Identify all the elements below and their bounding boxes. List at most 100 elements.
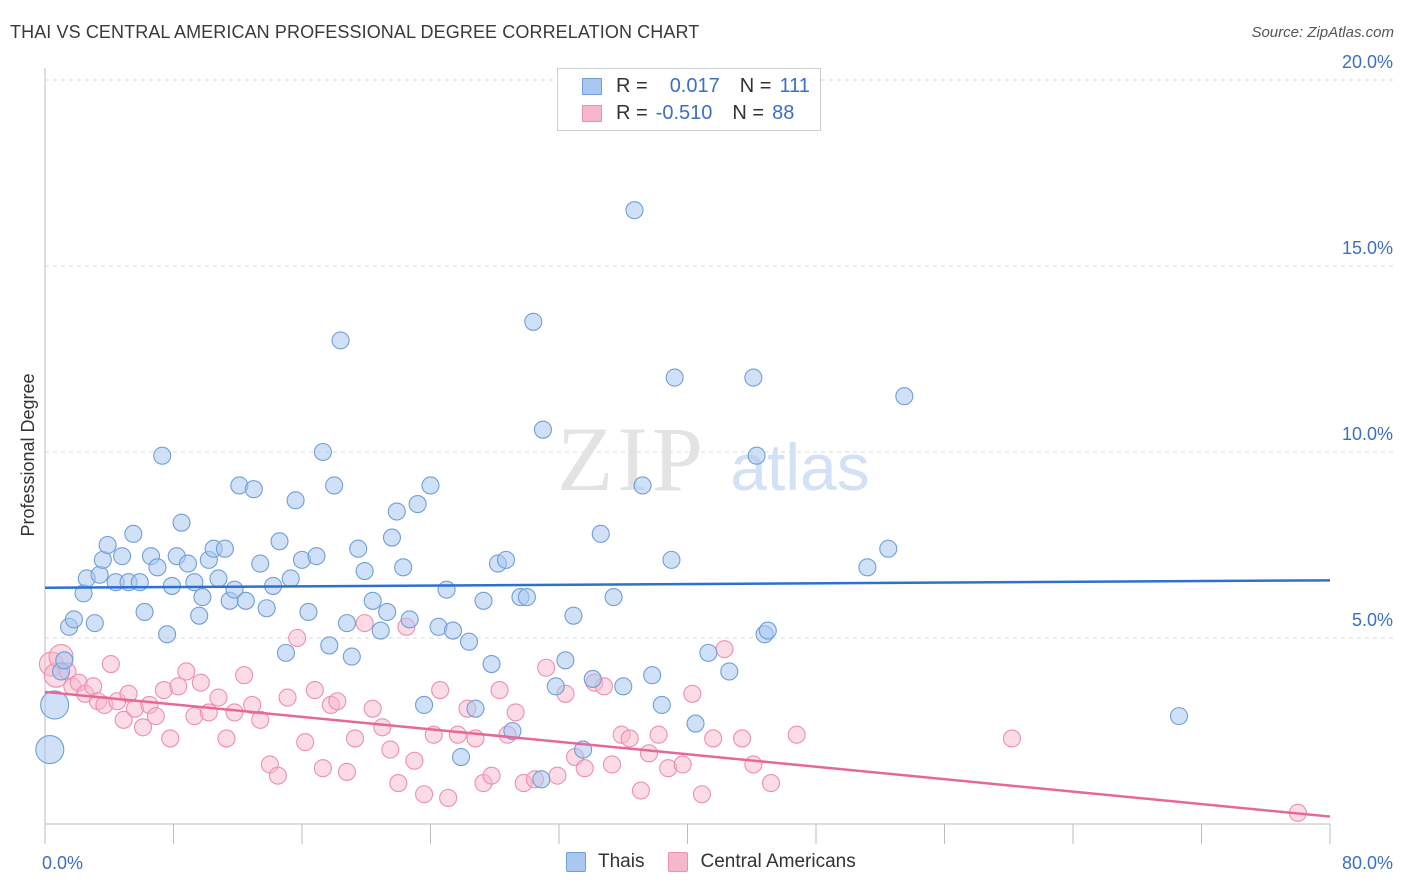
- central-american-trend-line: [44, 690, 1331, 818]
- chart-title: THAI VS CENTRAL AMERICAN PROFESSIONAL DE…: [10, 22, 700, 42]
- thai-point: [652, 695, 671, 715]
- thai-point: [244, 480, 263, 499]
- central-american-point: [405, 751, 424, 770]
- thai-point: [517, 588, 536, 607]
- legend-item-thais[interactable]: Thais: [566, 851, 644, 873]
- legend-swatch-central: [582, 104, 602, 122]
- thai-point: [153, 446, 172, 465]
- thai-point: [451, 747, 471, 767]
- thai-point: [158, 625, 177, 644]
- trend-lines: [44, 579, 1331, 818]
- tick-labels: 5.0% 10.0% 15.0% 20.0% 0.0% 80.0%: [42, 52, 1393, 873]
- central-american-point: [146, 707, 165, 726]
- central-american-point: [225, 703, 244, 722]
- central-american-point: [704, 729, 723, 748]
- central-american-point: [575, 759, 594, 778]
- thai-point: [437, 580, 456, 599]
- central-american-point: [278, 688, 297, 707]
- legend-row-thais: R = 0.017 N = 111: [582, 74, 810, 98]
- thai-point: [299, 602, 318, 622]
- thai-point: [257, 599, 276, 618]
- central-american-point: [548, 766, 567, 785]
- legend-r-value: 0.017: [669, 74, 720, 97]
- legend-r-label: R =: [616, 74, 648, 97]
- thai-point: [665, 368, 684, 387]
- thai-points: [35, 201, 1189, 789]
- thai-point: [64, 610, 83, 629]
- legend-item-central-americans[interactable]: Central Americans: [668, 851, 856, 873]
- thai-point: [686, 714, 705, 733]
- central-american-point: [631, 781, 650, 800]
- thai-point: [178, 554, 198, 573]
- stats-legend: R = 0.017 N = 111 R = -0.510 N = 88: [557, 68, 821, 131]
- thai-point: [1169, 707, 1189, 726]
- central-american-point: [649, 725, 668, 744]
- thai-point: [172, 513, 191, 532]
- legend-r-value: -0.510: [655, 101, 713, 124]
- thai-point: [337, 614, 357, 633]
- thai-point: [564, 606, 583, 625]
- thai-point: [313, 442, 332, 462]
- central-american-point: [448, 725, 467, 744]
- thai-point: [496, 550, 516, 569]
- central-american-point: [431, 681, 450, 700]
- thai-point: [466, 699, 485, 718]
- thai-point: [371, 621, 390, 640]
- thai-point: [532, 770, 551, 789]
- central-american-point: [305, 681, 324, 700]
- y-tick-label: 15.0%: [1342, 238, 1393, 258]
- central-american-point: [389, 774, 408, 793]
- thai-point: [474, 591, 493, 610]
- central-american-point: [296, 733, 315, 752]
- thai-point: [286, 491, 305, 510]
- central-american-point: [355, 614, 374, 633]
- central-american-point: [639, 744, 659, 763]
- legend-n-value: 88: [772, 101, 795, 124]
- thai-point: [556, 651, 575, 670]
- central-american-point: [268, 766, 287, 785]
- central-american-point: [744, 755, 763, 774]
- thai-point: [524, 312, 543, 331]
- thai-point: [879, 539, 898, 558]
- thai-point: [533, 420, 552, 439]
- central-american-point: [761, 774, 781, 793]
- central-american-point: [1002, 729, 1022, 748]
- watermark-zip: ZIP: [557, 408, 707, 510]
- x-tick-label: 80.0%: [1342, 853, 1393, 873]
- thai-point: [355, 561, 374, 581]
- thai-point: [699, 643, 718, 662]
- thai-point: [135, 602, 154, 622]
- thai-point: [400, 610, 419, 629]
- central-american-point: [101, 654, 120, 674]
- y-axis-title: Professional Degree: [18, 373, 38, 536]
- central-american-point: [345, 729, 365, 748]
- thai-point: [342, 647, 361, 666]
- series-legend: Thais Central Americans: [566, 851, 880, 873]
- watermark: ZIP atlas: [557, 408, 870, 510]
- central-american-point: [217, 729, 236, 748]
- thai-point: [90, 565, 109, 584]
- central-american-point: [133, 718, 153, 737]
- legend-row-central: R = -0.510 N = 88: [582, 101, 794, 125]
- thai-point: [251, 554, 270, 573]
- thai-point: [124, 524, 143, 543]
- thai-point: [394, 558, 413, 577]
- thai-point: [408, 495, 427, 514]
- thai-point: [421, 476, 440, 495]
- thai-point: [662, 550, 681, 569]
- central-american-point: [177, 662, 196, 681]
- thai-point: [35, 735, 65, 765]
- legend-n-label: N =: [739, 74, 772, 97]
- central-american-point: [191, 673, 210, 692]
- thai-point: [382, 528, 402, 547]
- legend-n-label: N =: [732, 101, 765, 124]
- thai-point: [758, 621, 777, 640]
- central-american-point: [482, 766, 501, 785]
- thai-point: [747, 446, 766, 465]
- thai-point: [236, 591, 255, 610]
- thai-point: [643, 666, 662, 685]
- central-american-point: [537, 658, 556, 677]
- central-american-point: [209, 688, 228, 707]
- thai-point: [85, 614, 104, 633]
